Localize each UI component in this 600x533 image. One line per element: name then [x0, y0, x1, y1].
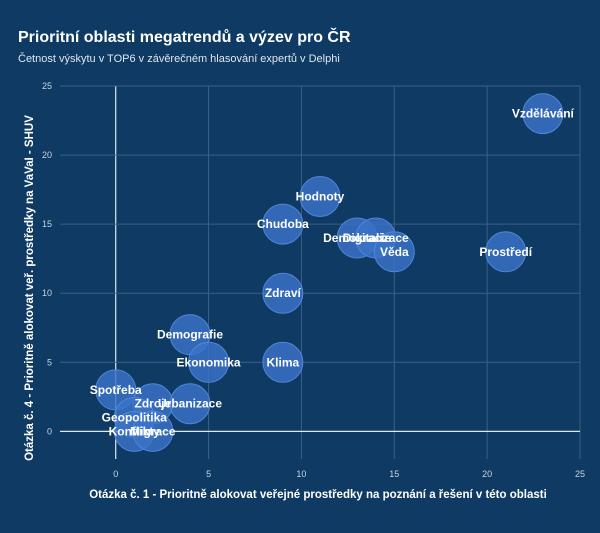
point-label: Geopolitika	[102, 411, 168, 425]
point-label: Digitalizace	[343, 231, 409, 245]
point-label: Spotřeba	[90, 383, 142, 397]
bubble-point	[373, 231, 415, 273]
bubble-point	[169, 383, 211, 425]
y-tick-label: 15	[42, 219, 52, 229]
chart-subtitle: Četnost výskytu v TOP6 v závěrečném hlas…	[18, 52, 340, 65]
y-tick-label: 25	[42, 81, 52, 91]
point-label: Klima	[267, 355, 300, 369]
point-label: Věda	[380, 245, 409, 259]
point-label: Zdraví	[265, 286, 302, 300]
bubble-point	[522, 93, 564, 135]
x-tick-label: 15	[389, 469, 399, 479]
point-label: Prostředí	[479, 245, 532, 259]
bubble-point	[485, 231, 527, 273]
x-tick-label: 0	[113, 469, 118, 479]
x-tick-label: 5	[206, 469, 211, 479]
point-label: Urbanizace	[158, 397, 222, 411]
point-label: Zdroje	[135, 397, 172, 411]
tick-labels: 0 5 10 15 20 25 0 5 10 15 20 25	[42, 81, 585, 479]
y-tick-label: 20	[42, 150, 52, 160]
point-label: Demokracie	[323, 231, 391, 245]
bubble-point	[262, 203, 304, 245]
point-label: Chudoba	[257, 217, 309, 231]
point-labels: Vzdělávání Hodnoty Chudoba DemokracieDigita…	[90, 107, 575, 439]
bubble-point	[299, 176, 341, 218]
point-label: Konflikty	[109, 424, 161, 438]
chart-title: Prioritní oblasti megatrendů a výzev pro…	[18, 27, 351, 46]
bubble-point	[188, 341, 230, 383]
point-label: Hodnoty	[296, 190, 345, 204]
bubble-point	[132, 410, 174, 452]
bubble-point	[262, 272, 304, 314]
bubbles	[95, 93, 564, 452]
y-axis-label: Otázka č. 4 - Prioritně alokovat veř. pr…	[24, 115, 36, 461]
y-tick-label: 10	[42, 288, 52, 298]
point-label: Vzdělávání	[512, 107, 575, 121]
bubble-point	[262, 341, 304, 383]
x-axis-label: Otázka č. 1 - Prioritně alokovat veřejné…	[89, 489, 547, 501]
point-label: Migrace	[130, 424, 176, 438]
x-tick-label: 25	[575, 469, 585, 479]
x-tick-label: 20	[482, 469, 492, 479]
y-tick-label: 5	[47, 357, 52, 367]
x-tick-label: 10	[296, 469, 306, 479]
y-tick-label: 0	[47, 426, 52, 436]
point-label: Demografie	[157, 328, 223, 342]
point-label: Ekonomika	[177, 355, 241, 369]
